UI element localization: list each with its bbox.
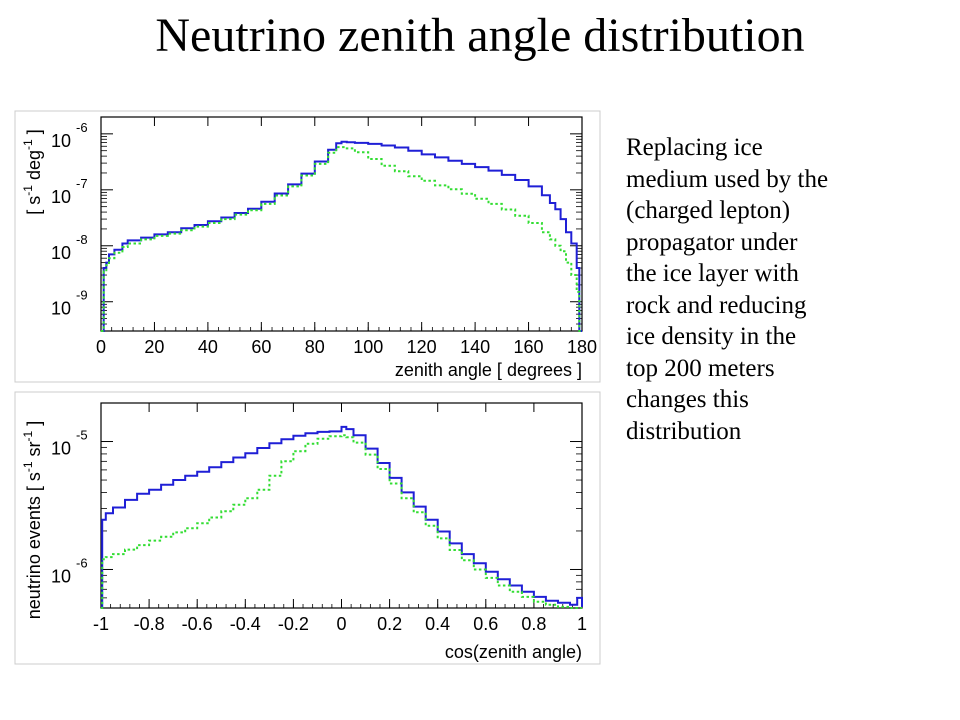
x-tick-label: 140 xyxy=(460,337,490,357)
plot-pad-frame xyxy=(14,391,601,665)
plot-frame xyxy=(100,116,583,332)
x-tick-label: 60 xyxy=(251,337,271,357)
y-axis-label: neutrino events [ s-1 sr-1 ] xyxy=(21,421,44,619)
x-tick-label: -0.6 xyxy=(182,614,213,634)
x-axis-label: zenith angle [ degrees ] xyxy=(395,360,582,380)
caption-line: medium used by the xyxy=(626,165,829,193)
x-tick-label: 0 xyxy=(336,614,346,634)
y-tick-label-exponent: -6 xyxy=(76,120,88,135)
chart-panel-1: 0 20 40 60 80 100 120 140 160 180 10 -9 10 -8 10 -7 10 -6… xyxy=(21,116,597,380)
x-tick-label: -0.8 xyxy=(134,614,165,634)
series-line-solid xyxy=(101,425,583,609)
y-tick-label: 10 xyxy=(51,566,71,586)
y-tick-label: 10 xyxy=(51,439,71,459)
y-axis-label-part: ] xyxy=(24,421,44,431)
series-line-dotted xyxy=(101,434,582,609)
x-tick-label: 0.2 xyxy=(377,614,402,634)
x-tick-label: 100 xyxy=(353,337,383,357)
x-tick-label: 0 xyxy=(96,337,106,357)
caption-line: rock and reducing xyxy=(626,291,807,319)
caption-line: changes this xyxy=(626,386,749,413)
x-tick-label: -0.4 xyxy=(230,614,261,634)
y-axis-label: [ s-1 deg-1 ] xyxy=(21,129,44,214)
y-axis-label-part: -1 xyxy=(21,461,35,472)
plot-frame xyxy=(100,402,583,609)
caption-line: Replacing ice xyxy=(626,134,763,161)
x-tick-label: 80 xyxy=(305,337,325,357)
series-line-dotted xyxy=(101,146,582,332)
x-tick-label: 0.4 xyxy=(425,614,450,634)
caption-line: distribution xyxy=(626,417,742,445)
caption-line: the ice layer with xyxy=(626,260,799,287)
caption-line: top 200 meters xyxy=(626,354,775,382)
caption-line: ice density in the xyxy=(626,323,797,350)
caption: Replacing ice medium used by the (charge… xyxy=(626,132,946,447)
y-axis-label-part: -1 xyxy=(21,139,35,150)
x-tick-label: -0.2 xyxy=(278,614,309,634)
y-axis-label-part: deg xyxy=(24,150,44,185)
y-axis-label-part: neutrino events [ s xyxy=(24,472,44,619)
y-tick-label: 10 xyxy=(51,131,71,151)
y-axis-label-part: sr xyxy=(24,441,44,461)
x-tick-label: -1 xyxy=(93,614,109,634)
x-tick-label: 0.6 xyxy=(473,614,498,634)
series-line-solid xyxy=(101,140,582,332)
x-tick-label: 120 xyxy=(407,337,437,357)
x-tick-label: 40 xyxy=(198,337,218,357)
x-tick-label: 1 xyxy=(577,614,587,634)
y-tick-label-exponent: -8 xyxy=(76,232,88,247)
y-tick-label: 10 xyxy=(51,243,71,263)
y-tick-label-exponent: -6 xyxy=(76,555,88,570)
y-axis-label-part: ] xyxy=(24,129,44,139)
x-tick-label: 0.8 xyxy=(521,614,546,634)
y-tick-label-exponent: -7 xyxy=(76,176,88,191)
y-tick-label-exponent: -9 xyxy=(76,288,88,303)
y-axis-label-part: -1 xyxy=(21,430,35,441)
x-tick-label: 180 xyxy=(567,337,597,357)
x-tick-label: 20 xyxy=(144,337,164,357)
y-axis-label-part: [ s xyxy=(24,196,44,215)
chart-panel-2: -1 -0.8 -0.6 -0.4 -0.2 0 0.2 0.4 0.6 0.8 1 10 -6 10 -5… xyxy=(21,402,587,662)
y-axis-label-part: -1 xyxy=(21,185,35,196)
y-tick-label: 10 xyxy=(51,187,71,207)
caption-line: propagator under xyxy=(626,228,798,256)
x-axis-label: cos(zenith angle) xyxy=(445,642,582,662)
slide-title: Neutrino zenith angle distribution xyxy=(155,9,805,62)
y-tick-label: 10 xyxy=(51,299,71,319)
caption-line: (charged lepton) xyxy=(626,197,791,224)
plot-pad-frame xyxy=(14,110,601,383)
y-tick-label-exponent: -5 xyxy=(76,428,88,443)
x-tick-label: 160 xyxy=(514,337,544,357)
